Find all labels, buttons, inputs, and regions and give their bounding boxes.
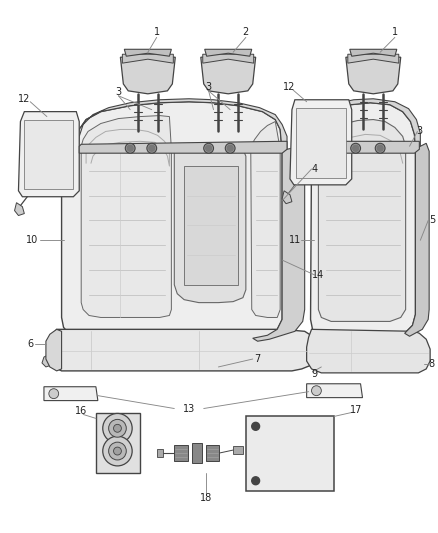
Polygon shape — [192, 443, 202, 463]
Polygon shape — [122, 54, 173, 63]
Polygon shape — [184, 166, 238, 285]
Polygon shape — [311, 103, 415, 337]
Circle shape — [204, 143, 213, 153]
Polygon shape — [25, 119, 73, 189]
Circle shape — [113, 424, 121, 432]
Polygon shape — [201, 57, 256, 94]
Text: 11: 11 — [289, 235, 301, 245]
Polygon shape — [233, 446, 243, 454]
Polygon shape — [206, 445, 219, 461]
Text: 3: 3 — [205, 82, 212, 92]
Polygon shape — [405, 143, 429, 336]
Polygon shape — [174, 445, 188, 461]
Polygon shape — [157, 449, 162, 457]
Polygon shape — [76, 99, 287, 151]
Text: 3: 3 — [416, 126, 422, 136]
Text: 9: 9 — [311, 369, 318, 379]
Polygon shape — [81, 116, 171, 318]
Circle shape — [109, 419, 126, 437]
Polygon shape — [346, 57, 401, 94]
Circle shape — [311, 386, 321, 395]
Circle shape — [252, 422, 260, 430]
Polygon shape — [307, 329, 430, 373]
Polygon shape — [251, 122, 280, 318]
Text: 18: 18 — [200, 492, 212, 503]
Circle shape — [113, 447, 121, 455]
Circle shape — [377, 146, 383, 151]
Polygon shape — [50, 329, 316, 371]
Polygon shape — [96, 414, 140, 473]
Circle shape — [227, 146, 233, 151]
Polygon shape — [318, 119, 406, 321]
Text: 8: 8 — [428, 359, 434, 369]
Circle shape — [351, 143, 360, 153]
Circle shape — [127, 146, 133, 151]
Circle shape — [147, 143, 157, 153]
Polygon shape — [307, 384, 363, 398]
Text: 4: 4 — [311, 164, 318, 174]
Circle shape — [49, 389, 59, 399]
Text: 12: 12 — [283, 82, 295, 92]
Polygon shape — [174, 143, 246, 303]
Circle shape — [103, 436, 132, 466]
Polygon shape — [124, 49, 171, 56]
Text: 12: 12 — [18, 94, 31, 104]
Circle shape — [252, 477, 260, 484]
Text: 6: 6 — [27, 339, 33, 349]
Polygon shape — [246, 416, 334, 491]
Polygon shape — [18, 111, 79, 197]
Circle shape — [206, 146, 212, 151]
Polygon shape — [316, 141, 419, 153]
Polygon shape — [348, 54, 399, 63]
Circle shape — [149, 146, 155, 151]
Text: 3: 3 — [115, 87, 121, 97]
Polygon shape — [120, 57, 175, 94]
Polygon shape — [46, 329, 62, 371]
Polygon shape — [44, 387, 98, 401]
Polygon shape — [282, 191, 292, 204]
Polygon shape — [62, 102, 282, 338]
Text: 13: 13 — [183, 403, 195, 414]
Text: 5: 5 — [429, 215, 435, 225]
Polygon shape — [14, 203, 25, 215]
Circle shape — [109, 442, 126, 460]
Text: 16: 16 — [75, 407, 87, 416]
Circle shape — [353, 146, 359, 151]
Polygon shape — [309, 99, 420, 149]
Text: 10: 10 — [26, 235, 38, 245]
Circle shape — [225, 143, 235, 153]
Polygon shape — [290, 100, 352, 185]
Text: 17: 17 — [350, 406, 362, 416]
Polygon shape — [296, 108, 346, 178]
Circle shape — [125, 143, 135, 153]
Text: 1: 1 — [154, 28, 160, 37]
Polygon shape — [79, 141, 287, 153]
Polygon shape — [203, 54, 254, 63]
Polygon shape — [42, 354, 52, 367]
Circle shape — [375, 143, 385, 153]
Polygon shape — [205, 49, 252, 56]
Text: 7: 7 — [254, 354, 261, 364]
Text: 14: 14 — [312, 270, 325, 280]
Text: 1: 1 — [392, 28, 398, 37]
Text: 2: 2 — [243, 28, 249, 37]
Circle shape — [103, 414, 132, 443]
Polygon shape — [350, 49, 397, 56]
Polygon shape — [253, 146, 305, 341]
